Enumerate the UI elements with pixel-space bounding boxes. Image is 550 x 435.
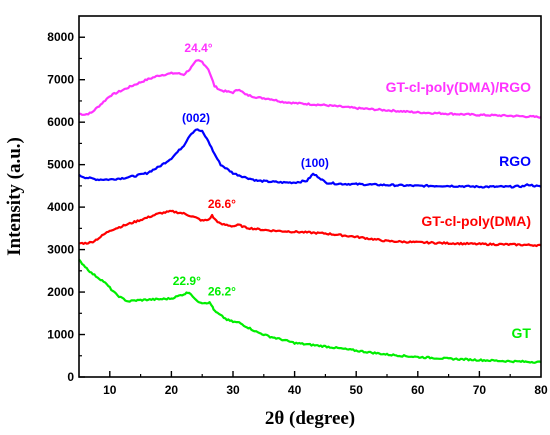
- y-tick-label: 7000: [47, 73, 74, 87]
- y-tick-label: 5000: [47, 158, 74, 172]
- ticks-layer: 10 20 30 40 50 60 70 80 0 1000 2000 3000 4000 5000 600…: [47, 30, 548, 397]
- x-tick-label: 30: [226, 383, 240, 397]
- series-line-1: [78, 128, 542, 189]
- peak-annotation-5: 26.2°: [208, 284, 236, 298]
- peak-annotation-4: 22.9°: [173, 274, 201, 288]
- series-label-0: GT-cl-poly(DMA)/RGO: [386, 79, 532, 95]
- y-tick-label: 2000: [47, 285, 74, 299]
- peak-annotation-3: 26.6°: [208, 197, 236, 211]
- x-tick-label: 50: [350, 383, 364, 397]
- peak-annotation-1: (002): [182, 111, 210, 125]
- annotation-layer: 24.4° (002) (100) 26.6° 22.9° 26.2°: [173, 41, 329, 298]
- series-label-2: GT-cl-poly(DMA): [421, 213, 531, 229]
- plot-frame: [78, 15, 542, 378]
- y-tick-label: 6000: [47, 115, 74, 129]
- x-axis-title: 2θ (degree): [265, 408, 355, 429]
- labels-layer: GT-cl-poly(DMA)/RGO RGO GT-cl-poly(DMA) GT: [386, 79, 532, 341]
- series-line-2: [78, 209, 542, 248]
- x-tick-label: 70: [473, 383, 487, 397]
- y-tick-label: 8000: [47, 30, 74, 44]
- y-tick-label: 3000: [47, 243, 74, 257]
- x-tick-label: 20: [165, 383, 179, 397]
- series-line-0: [78, 59, 542, 119]
- series-label-3: GT: [512, 325, 532, 341]
- y-tick-label: 4000: [47, 200, 74, 214]
- x-tick-label: 10: [103, 383, 117, 397]
- peak-annotation-2: (100): [301, 156, 329, 170]
- x-tick-label: 40: [288, 383, 302, 397]
- y-axis-title: Intensity (a.u.): [4, 137, 25, 256]
- series-label-1: RGO: [499, 153, 531, 169]
- x-tick-label: 80: [534, 383, 548, 397]
- y-tick-label: 0: [67, 370, 74, 384]
- series-line-3: [78, 258, 542, 364]
- y-tick-label: 1000: [47, 328, 74, 342]
- x-tick-label: 60: [411, 383, 425, 397]
- series-layer: [78, 59, 542, 364]
- peak-annotation-0: 24.4°: [184, 41, 212, 55]
